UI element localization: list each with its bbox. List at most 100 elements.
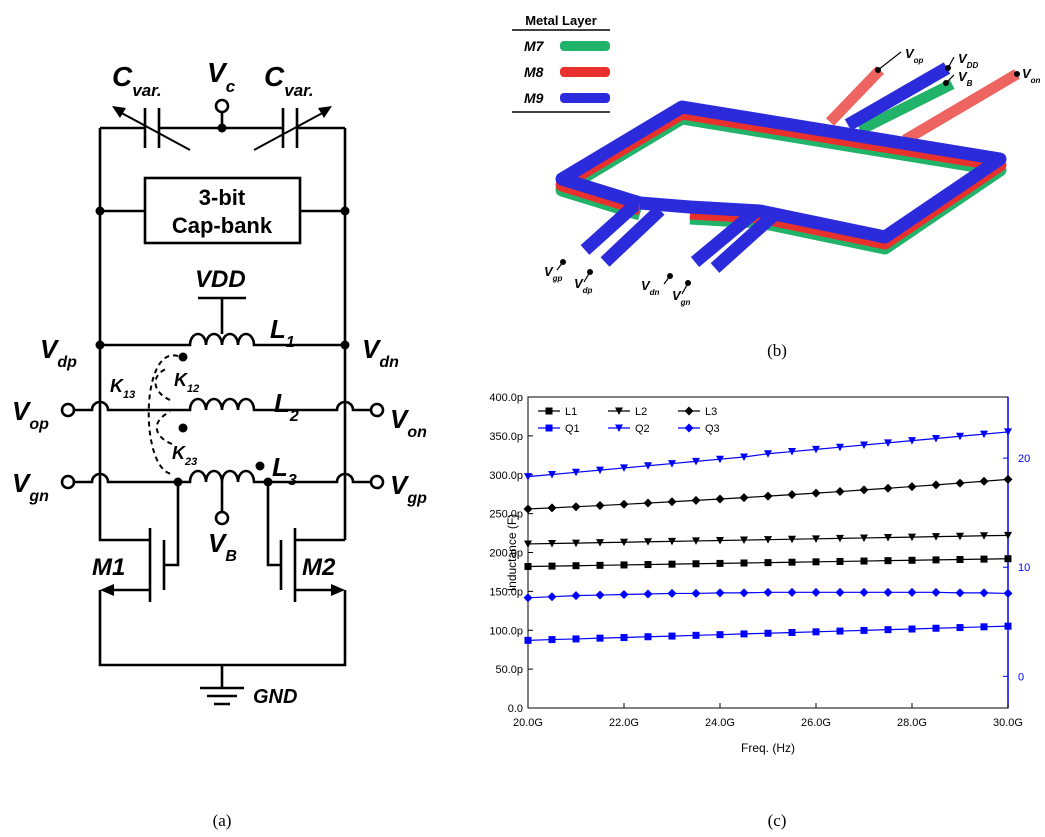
pin-dot (945, 65, 951, 71)
legend-label: L3 (705, 406, 717, 418)
marker (1004, 531, 1012, 540)
circuit-label-sub: 2 (289, 408, 299, 425)
legend-label: Q1 (565, 423, 580, 435)
x-tick-label: 28.0G (897, 717, 927, 729)
pin-label-main: V (574, 276, 584, 291)
circuit-label: Vgn (12, 468, 49, 505)
circuit-label-main: V (12, 468, 32, 498)
node-dot (95, 340, 105, 350)
circuit-wires (74, 108, 370, 706)
y-tick-label: 250.0p (489, 509, 523, 521)
y-tick-label: 100.0p (489, 625, 523, 637)
marker (523, 504, 533, 514)
arrow-head (331, 584, 345, 596)
layer-swatch (560, 93, 610, 103)
marker (764, 629, 772, 637)
layer-name: M8 (524, 64, 544, 80)
marker (980, 623, 988, 631)
circuit-label: Vop (12, 396, 49, 433)
marker (835, 487, 845, 497)
node-dot (263, 477, 273, 487)
marker (668, 460, 676, 468)
lead-m8 (826, 66, 1020, 145)
circuit-label: K13 (110, 376, 135, 401)
inductor-l3 (74, 469, 370, 484)
marker (764, 450, 772, 458)
node-dot (173, 477, 183, 487)
circuit-label: Cvar. (264, 61, 314, 100)
marker (908, 533, 916, 542)
marker (812, 445, 820, 454)
pin-label-sub: on (1031, 76, 1041, 85)
circuit-label: Vdn (362, 334, 399, 371)
marker (691, 588, 701, 598)
marker (787, 587, 797, 597)
circuit-label-main: VDD (195, 266, 246, 293)
legend-label: Q3 (705, 423, 720, 435)
pin (369, 474, 385, 490)
y-tick-label: 350.0p (489, 431, 523, 443)
circuit-label-sub: 23 (184, 456, 197, 468)
marker (931, 480, 941, 490)
layer-name: M7 (524, 38, 545, 54)
marker (715, 494, 725, 504)
marker (620, 464, 628, 472)
marker (956, 432, 964, 441)
pin-label: Vop (905, 46, 924, 65)
marker (545, 424, 553, 432)
marker (884, 626, 892, 634)
marker (667, 588, 677, 598)
pin-label: Vgn (672, 288, 691, 307)
marker (980, 430, 988, 439)
circuit-label: Vgp (390, 470, 427, 507)
marker (1004, 622, 1012, 630)
marker (615, 407, 623, 415)
circuit-label-main: L (272, 452, 288, 482)
node-dot (217, 123, 227, 133)
circuit-label-main: V (207, 57, 228, 88)
marker (644, 633, 652, 641)
polarity-dot (178, 423, 188, 433)
marker (596, 539, 604, 547)
arrow-head (112, 106, 126, 118)
marker (547, 592, 557, 602)
y2-tick-label: 0 (1018, 671, 1024, 683)
pin-label: VDD (958, 51, 978, 70)
pin-leader (877, 51, 902, 71)
marker (860, 441, 868, 450)
circuit-label: Vdp (40, 334, 77, 371)
inductor-l1 (100, 332, 345, 347)
circuit-label: L1 (270, 314, 295, 351)
marker (812, 558, 820, 566)
cap-bank-text: Cap-bank (172, 213, 273, 238)
y2-tick-label: 20 (1018, 453, 1030, 465)
marker (692, 560, 700, 568)
marker (547, 503, 557, 513)
marker (907, 482, 917, 492)
marker (788, 535, 796, 544)
marker (740, 536, 748, 545)
marker (836, 627, 844, 635)
marker (883, 587, 893, 597)
caption: (c) (768, 811, 787, 830)
y2-tick-label: 10 (1018, 562, 1030, 574)
marker (615, 424, 623, 432)
circuit-label: L2 (274, 388, 299, 425)
marker (811, 587, 821, 597)
marker (932, 624, 940, 632)
circuit-label-sub: B (225, 548, 237, 565)
y-tick-label: 150.0p (489, 586, 523, 598)
marker (643, 589, 653, 599)
marker (692, 457, 700, 466)
pin-label-sub: dn (650, 288, 660, 297)
marker (980, 532, 988, 540)
pin (214, 98, 230, 114)
circuit-label: Vc (207, 57, 236, 96)
marker (667, 497, 677, 507)
circuit-label-main: V (12, 396, 32, 426)
pin-label-main: V (672, 288, 682, 303)
pin (60, 474, 76, 490)
marker (835, 587, 845, 597)
